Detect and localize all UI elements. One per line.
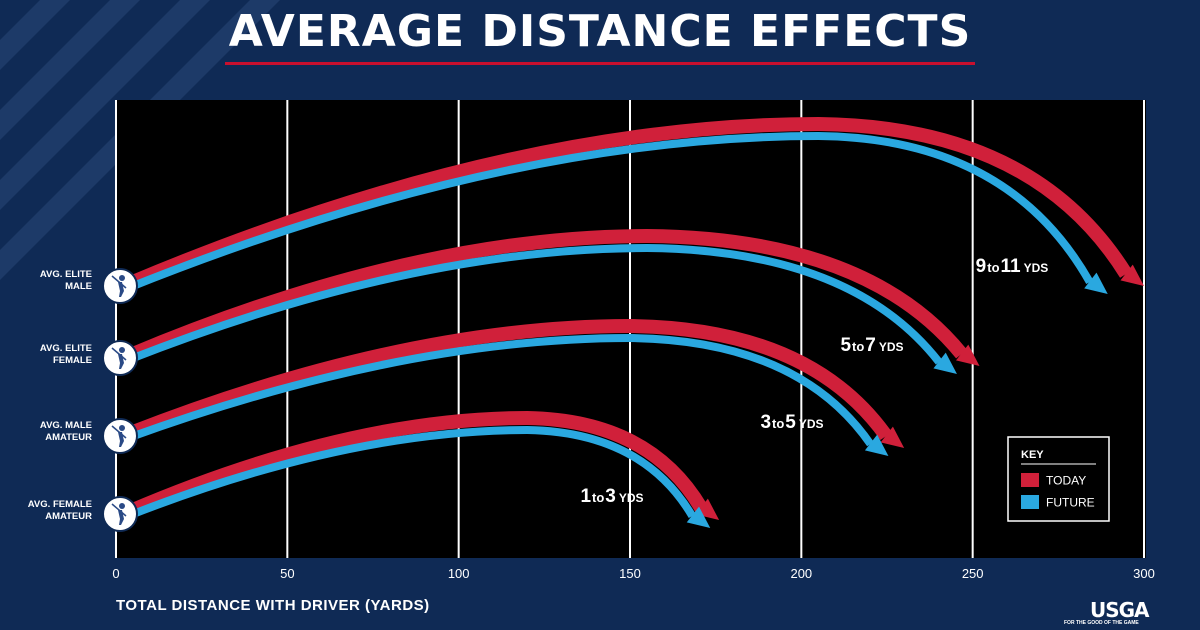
x-tick-label: 150: [619, 566, 641, 581]
today-arrowhead: [956, 344, 980, 366]
x-axis-title: TOTAL DISTANCE WITH DRIVER (YARDS): [116, 597, 430, 614]
legend-title: KEY: [1021, 449, 1044, 461]
future-arrowhead: [686, 506, 711, 528]
x-tick-label: 0: [112, 566, 119, 581]
legend-label: FUTURE: [1046, 496, 1095, 510]
future-arc: [126, 333, 874, 447]
x-tick-label: 200: [790, 566, 812, 581]
legend-swatch: [1021, 495, 1039, 509]
player-label: AVG. FEMALE AMATEUR: [27, 499, 92, 522]
golfer-figure-icon: [111, 347, 127, 369]
today-arc: [125, 410, 708, 519]
x-tick-label: 50: [280, 566, 294, 581]
future-arrowhead: [1084, 272, 1108, 294]
player-label: AVG. ELITE MALE: [39, 269, 92, 292]
x-tick-label: 100: [448, 566, 470, 581]
golfer-figure-icon: [111, 503, 127, 525]
golfer-figure-icon: [111, 425, 127, 447]
x-tick-label: 250: [962, 566, 984, 581]
golfer-figure-icon: [111, 275, 127, 297]
reduction-label: 3to5 YDS: [760, 412, 823, 433]
future-arc: [126, 243, 943, 365]
today-arc: [125, 116, 1132, 291]
future-arc: [126, 131, 1094, 292]
future-arrowhead: [864, 434, 889, 456]
legend-label: TODAY: [1046, 474, 1086, 488]
today-arc: [125, 228, 967, 363]
tagline: FOR THE GOOD OF THE GAME: [1064, 620, 1139, 626]
today-arrowhead: [880, 426, 905, 448]
usga-logo: USGA: [1090, 598, 1150, 622]
future-arc: [126, 425, 696, 520]
player-label: AVG. MALE AMATEUR: [39, 420, 92, 443]
legend-swatch: [1021, 473, 1039, 487]
title-underline: [225, 62, 975, 65]
reduction-label: 9to11 YDS: [976, 256, 1049, 277]
player-label: AVG. ELITE FEMALE: [39, 343, 92, 366]
reduction-label: 1to3 YDS: [580, 486, 643, 507]
future-arrowhead: [933, 352, 957, 374]
today-arrowhead: [1120, 264, 1144, 286]
chart-title: AVERAGE DISTANCE EFFECTS: [228, 6, 972, 57]
today-arc: [125, 318, 892, 441]
reduction-label: 5to7 YDS: [840, 335, 903, 356]
x-tick-label: 300: [1133, 566, 1155, 581]
